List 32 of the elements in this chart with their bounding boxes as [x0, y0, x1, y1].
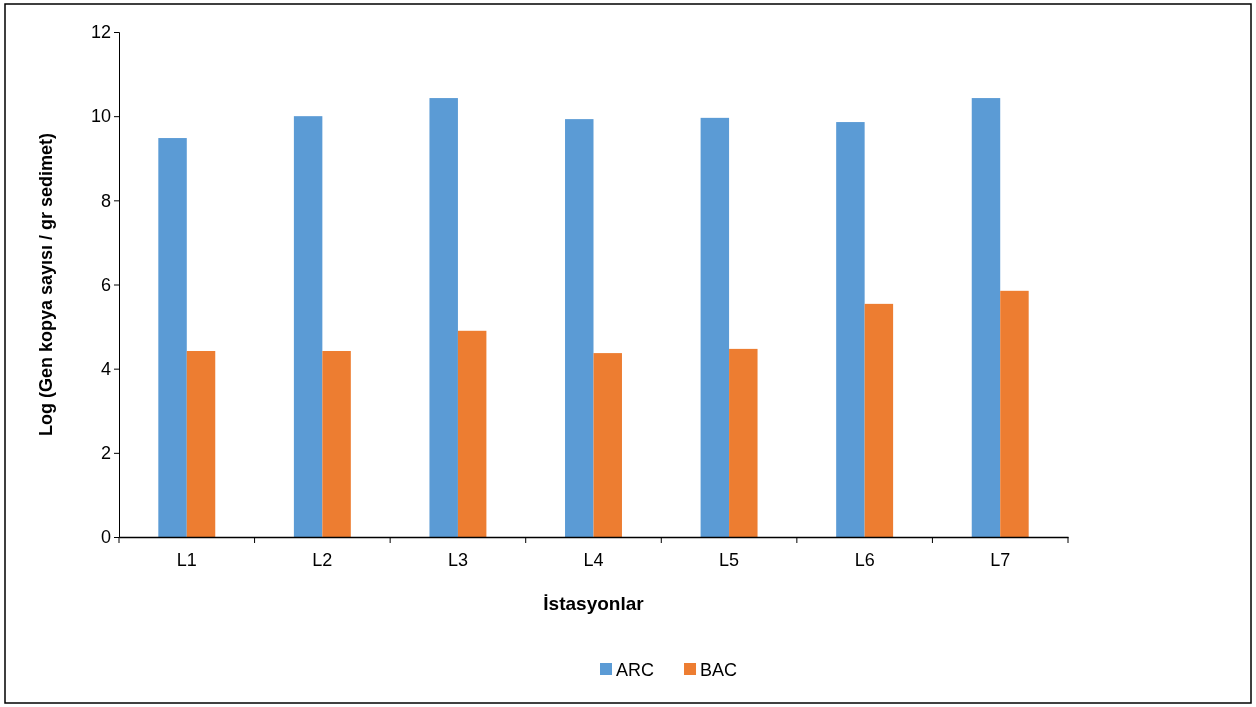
y-tick-label: 0: [100, 527, 111, 548]
x-tick-label: L2: [312, 549, 333, 570]
legend-label: ARC: [616, 660, 655, 680]
x-tick-label: L6: [854, 549, 875, 570]
x-tick-label: L7: [990, 549, 1011, 570]
x-tick-label: L3: [447, 549, 468, 570]
x-tick-label: L4: [583, 549, 604, 570]
y-tick-label: 8: [100, 190, 111, 211]
y-tick-label: 12: [90, 22, 111, 43]
y-tick-label: 6: [100, 274, 111, 295]
bar: [293, 116, 323, 537]
bar: [186, 350, 216, 537]
bar: [322, 350, 351, 537]
y-tick-label: 2: [100, 443, 111, 464]
bar: [700, 117, 730, 537]
bar: [864, 303, 894, 537]
bar: [729, 348, 758, 537]
bar: [1000, 290, 1029, 537]
bar: [158, 138, 187, 537]
bar: [836, 122, 865, 537]
x-tick-label: L1: [176, 549, 197, 570]
bar: [971, 98, 1001, 537]
x-tick-label: L5: [719, 549, 740, 570]
bar: [593, 353, 622, 537]
y-tick-label: 4: [100, 358, 111, 379]
bar: [429, 98, 458, 537]
y-axis-title: Log (Gen kopya sayısı / gr sedimet): [36, 132, 56, 437]
x-axis-title: İstasyonlar: [543, 593, 645, 614]
bar: [565, 119, 594, 537]
bar: [457, 330, 487, 537]
y-tick-label: 10: [90, 106, 111, 127]
legend-label: BAC: [700, 660, 738, 680]
